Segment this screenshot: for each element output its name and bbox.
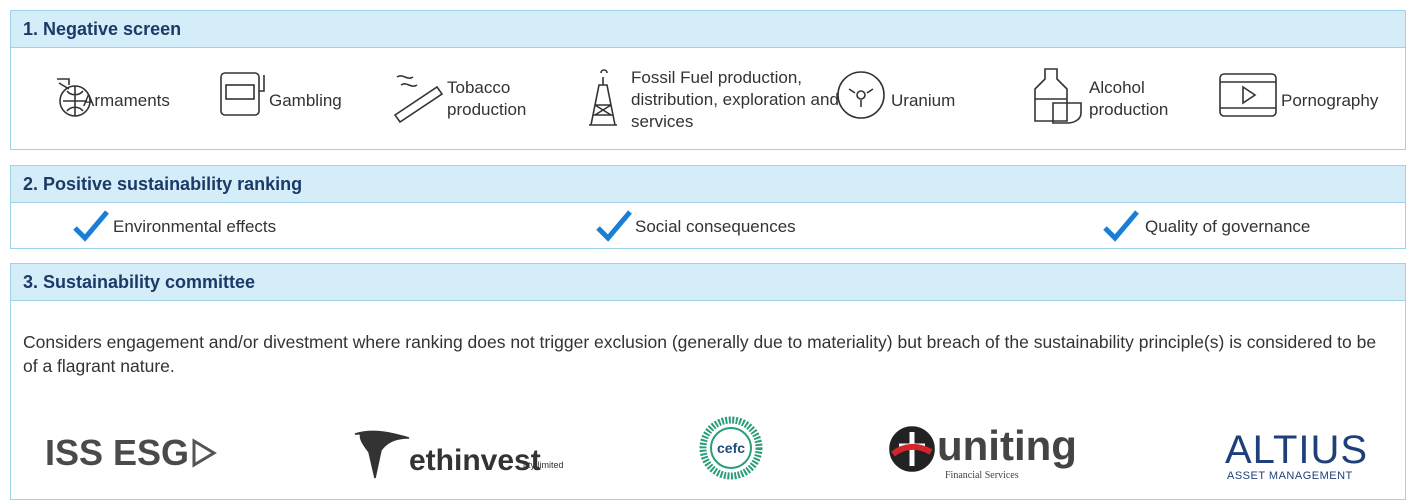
section: 2. Positive sustainability ranking Envir…	[10, 165, 1406, 249]
item: Environmental effects	[113, 217, 277, 236]
item: Pornography	[1281, 91, 1379, 110]
gambling-icon	[220, 72, 265, 116]
item: Tobacco production	[447, 78, 527, 119]
item: Uranium	[891, 91, 956, 110]
logo: ethinvest	[409, 444, 541, 477]
check-icon	[1103, 210, 1139, 242]
logo-ring	[699, 416, 763, 480]
logo-sub: pty limited	[523, 460, 564, 470]
logo-cross	[889, 426, 935, 472]
check-icon	[73, 210, 109, 242]
section: 3. Sustainability committee Considers en…	[10, 263, 1406, 500]
logo: cefc	[717, 440, 746, 456]
logo-sub: Financial Services	[945, 470, 1019, 481]
logo-bird	[354, 430, 410, 479]
fossil-fuel-icon	[589, 69, 617, 126]
logo: ISS ESG	[45, 432, 190, 473]
uranium-icon	[837, 71, 885, 119]
section-header: 1. Negative screen	[11, 11, 1405, 48]
logo-mark	[192, 438, 217, 468]
section-title: 3. Sustainability committee	[23, 272, 256, 292]
section: 1. Negative screen Armaments Gambling To…	[10, 10, 1406, 150]
item: Gambling	[269, 91, 342, 110]
item: Fossil Fuel production, distribution, ex…	[631, 68, 839, 131]
item: Social consequences	[635, 217, 796, 236]
section-text: Considers engagement and/or divestment w…	[23, 332, 1377, 376]
section-title: 1. Negative screen	[23, 19, 182, 39]
check-icon	[596, 210, 632, 242]
logo: uniting	[937, 422, 1077, 469]
logo: ALTIUS	[1225, 428, 1369, 472]
item: Quality of governance	[1145, 217, 1311, 236]
pornography-icon	[1219, 73, 1277, 117]
section-header: 3. Sustainability committee	[11, 264, 1405, 301]
section-title: 2. Positive sustainability ranking	[23, 174, 303, 194]
item: Alcohol production	[1089, 78, 1169, 119]
alcohol-icon	[1034, 68, 1082, 124]
item: Armaments	[83, 91, 170, 110]
tobacco-icon	[393, 75, 444, 123]
armaments-icon	[57, 78, 91, 117]
section-header: 2. Positive sustainability ranking	[11, 166, 1405, 203]
logo-sub: ASSET MANAGEMENT	[1227, 470, 1353, 482]
